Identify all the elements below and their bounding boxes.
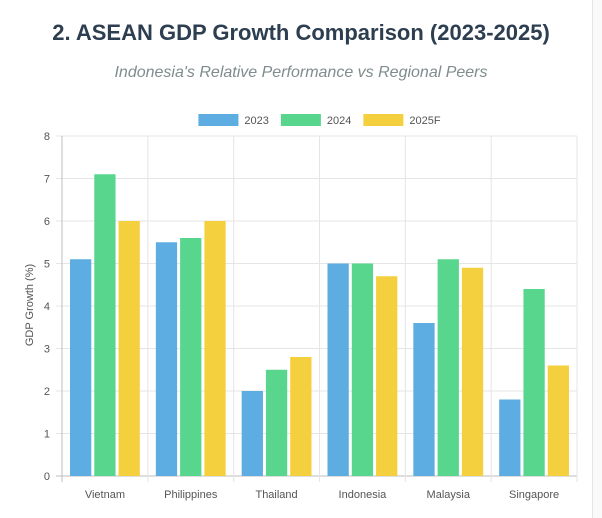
bar-malaysia-2023[interactable] (413, 323, 435, 476)
y-tick-label: 0 (44, 471, 50, 483)
bar-vietnam-2023[interactable] (70, 259, 92, 476)
bar-indonesia-2025f[interactable] (376, 276, 398, 476)
y-tick-label: 2 (44, 386, 50, 398)
y-tick-label: 8 (44, 131, 50, 143)
x-axis-ticks: Vietnam Philippines Thailand Indonesia Malay… (85, 489, 559, 501)
card-edge (592, 0, 602, 518)
x-tick-label: Malaysia (427, 489, 471, 501)
y-tick-label: 4 (44, 301, 50, 313)
bar-thailand-2024[interactable] (265, 369, 288, 476)
bar-thailand-2025f[interactable] (290, 357, 312, 476)
legend-label[interactable]: 2025F (409, 115, 440, 127)
x-tick-label: Indonesia (339, 489, 388, 501)
bar-singapore-2023[interactable] (499, 399, 521, 477)
bar-philippines-2024[interactable] (180, 238, 202, 476)
y-tick-label: 5 (44, 259, 50, 271)
bar-vietnam-2025f[interactable] (118, 221, 140, 476)
bar-vietnam-2024[interactable] (94, 174, 116, 476)
legend-label[interactable]: 2023 (244, 115, 268, 127)
page-title: 2. ASEAN GDP Growth Comparison (2023-202… (52, 20, 550, 45)
y-tick-label: 6 (44, 216, 50, 228)
y-tick-label: 7 (44, 174, 50, 186)
bar-philippines-2023[interactable] (155, 242, 178, 476)
x-tick-label: Singapore (509, 489, 559, 501)
bar-singapore-2025f[interactable] (547, 365, 569, 477)
x-tick-label: Vietnam (85, 489, 125, 501)
bar-indonesia-2023[interactable] (327, 263, 349, 477)
x-tick-label: Thailand (255, 489, 297, 501)
chart-legend: 2023 2024 2025F (198, 114, 441, 127)
chart-bars (70, 174, 569, 476)
x-tick-label: Philippines (164, 489, 218, 501)
bar-malaysia-2025f[interactable] (461, 267, 484, 476)
bar-singapore-2024[interactable] (523, 289, 545, 476)
bar-indonesia-2024[interactable] (351, 263, 374, 477)
y-axis-title: GDP Growth (%) (24, 264, 36, 346)
page-subtitle: Indonesia's Relative Performance vs Regi… (114, 64, 488, 81)
y-axis-ticks: 0 1 2 3 4 5 6 7 8 (44, 131, 50, 483)
y-tick-label: 1 (44, 429, 50, 441)
legend-label[interactable]: 2024 (327, 115, 351, 127)
bar-philippines-2025f[interactable] (204, 221, 226, 476)
legend-swatch-2025f[interactable] (363, 114, 404, 126)
legend-swatch-2024[interactable] (280, 114, 321, 126)
bar-malaysia-2024[interactable] (437, 259, 459, 476)
legend-swatch-2023[interactable] (198, 114, 239, 126)
bar-thailand-2023[interactable] (241, 391, 263, 476)
chart-grid (56, 135, 578, 482)
y-tick-label: 3 (44, 344, 50, 356)
